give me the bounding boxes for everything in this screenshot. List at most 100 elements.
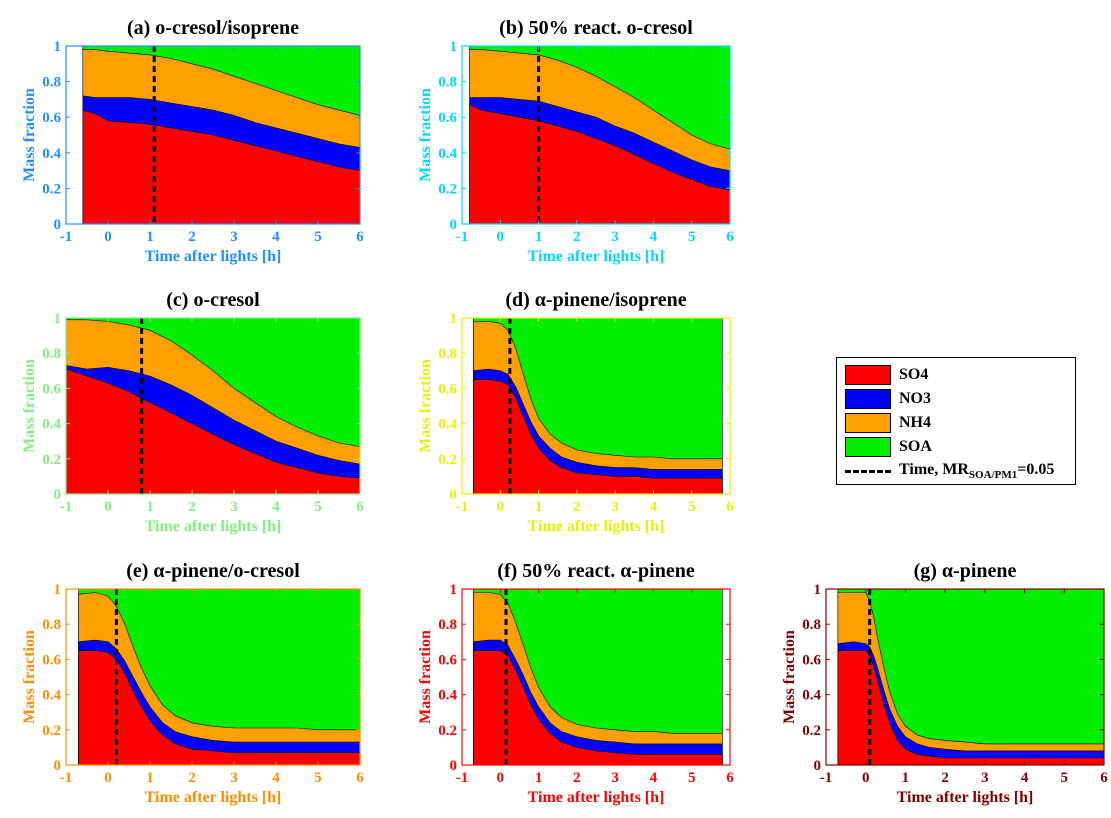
legend-label-time-marker: Time, MRSOA/PM1=0.05 <box>899 461 1054 481</box>
y-tick-label: 1 <box>54 39 62 55</box>
x-axis-label-panel-4: Time after lights [h] <box>528 518 665 535</box>
x-tick-label: 4 <box>650 499 658 515</box>
chart-title-panel-7: (g) α-pinene <box>914 560 1017 582</box>
x-axis-label-panel-6: Time after lights [h] <box>528 789 665 806</box>
panel-3: -1 0 1 2 3 4 5 600.20.40.60.81(c) o-cresolTime … <box>21 289 364 535</box>
axes-frame-panel-2 <box>461 45 731 225</box>
panel-6: -1 0 1 2 3 4 5 600.20.40.60.81(f) 50% react. α-… <box>417 560 734 806</box>
x-axis-label-panel-5: Time after lights [h] <box>145 789 282 806</box>
x-tick-label: 5 <box>314 229 322 245</box>
x-tick-label: 4 <box>650 770 658 786</box>
axes-frame-panel-1 <box>65 45 361 225</box>
x-tick-label: 3 <box>230 229 238 245</box>
y-axis-label-panel-7: Mass fraction <box>781 630 798 724</box>
legend-dash-line <box>845 469 891 473</box>
y-tick-label: 0.8 <box>438 617 457 633</box>
y-tick-label: 0.8 <box>438 346 457 362</box>
y-tick-label: 0.4 <box>438 146 457 162</box>
y-tick-label: 0.8 <box>438 75 457 91</box>
chart-title-panel-4: (d) α-pinene/isoprene <box>505 289 686 311</box>
chart-title-panel-2: (b) 50% react. o-cresol <box>499 17 693 39</box>
y-tick-label: 1 <box>814 582 822 598</box>
axes-frame-panel-4 <box>461 317 731 495</box>
legend-item-so4: SO4 <box>845 364 928 386</box>
y-tick-label: 0.2 <box>42 452 61 468</box>
area-so4-panel-3 <box>65 368 361 495</box>
x-tick-label: 1 <box>146 770 154 786</box>
x-tick-label: 3 <box>611 229 619 245</box>
x-tick-label: 6 <box>1100 770 1108 786</box>
y-tick-label: 0.6 <box>438 381 457 397</box>
y-tick-label: 0.6 <box>42 110 61 126</box>
legend-item-soa: SOA <box>845 436 932 458</box>
y-tick-label: 0.4 <box>802 688 821 704</box>
y-tick-label: 1 <box>54 582 62 598</box>
y-tick-label: 0 <box>450 217 458 233</box>
panel-5: -1 0 1 2 3 4 5 600.20.40.60.81(e) α-pinene/o-cr… <box>21 560 364 806</box>
x-axis-label-panel-2: Time after lights [h] <box>528 248 665 265</box>
x-tick-label: -1 <box>456 770 469 786</box>
y-tick-label: 0.2 <box>802 723 821 739</box>
x-tick-label: 4 <box>272 770 280 786</box>
y-axis-label-panel-3: Mass fraction <box>21 359 38 453</box>
x-tick-label: 0 <box>104 770 112 786</box>
y-tick-label: 0.8 <box>42 346 61 362</box>
y-tick-label: 0.4 <box>438 688 457 704</box>
y-tick-label: 0 <box>814 758 822 774</box>
x-tick-label: 6 <box>356 499 364 515</box>
y-tick-label: 0.6 <box>802 652 821 668</box>
y-tick-label: 0 <box>54 487 62 503</box>
x-tick-label: 3 <box>981 770 989 786</box>
y-tick-label: 0.2 <box>42 181 61 197</box>
y-tick-label: 0.6 <box>438 652 457 668</box>
x-tick-label: 2 <box>941 770 949 786</box>
legend-swatch-so4 <box>845 365 891 385</box>
x-tick-label: 2 <box>188 770 196 786</box>
y-tick-label: 0 <box>54 217 62 233</box>
y-tick-label: 1 <box>54 311 62 327</box>
x-tick-label: 0 <box>104 499 112 515</box>
x-tick-label: 5 <box>1061 770 1069 786</box>
x-tick-label: 2 <box>573 229 581 245</box>
x-tick-label: 5 <box>314 499 322 515</box>
legend-line-suffix: =0.05 <box>1017 460 1055 478</box>
legend-label-no3: NO3 <box>899 390 931 407</box>
y-axis-label-panel-4: Mass fraction <box>417 359 434 453</box>
panel-7: -1 0 1 2 3 4 5 600.20.40.60.81(g) α-pineneTime … <box>781 560 1108 806</box>
y-axis-label-panel-5: Mass fraction <box>21 630 38 724</box>
x-tick-label: 1 <box>902 770 910 786</box>
x-tick-label: 6 <box>726 770 734 786</box>
axes-frame-panel-7 <box>825 588 1105 766</box>
y-tick-label: 1 <box>450 39 458 55</box>
y-tick-label: 0 <box>450 487 458 503</box>
y-tick-label: 0.2 <box>438 723 457 739</box>
x-tick-label: 3 <box>230 499 238 515</box>
x-tick-label: 3 <box>230 770 238 786</box>
axes-frame-panel-5 <box>65 588 361 766</box>
legend: SO4 NO3 NH4 SOA Time, MRSOA/PM1=0.05 <box>836 357 1076 485</box>
legend-line-prefix: Time, MR <box>899 460 969 478</box>
y-tick-label: 0.8 <box>802 617 821 633</box>
x-tick-label: 0 <box>862 770 870 786</box>
y-tick-label: 0 <box>54 758 62 774</box>
x-tick-label: 1 <box>146 499 154 515</box>
area-so4-panel-6 <box>473 650 723 766</box>
x-tick-label: 6 <box>726 499 734 515</box>
y-axis-label-panel-6: Mass fraction <box>417 630 434 724</box>
y-tick-label: 0 <box>450 758 458 774</box>
y-tick-label: 0.6 <box>438 110 457 126</box>
x-axis-label-panel-3: Time after lights [h] <box>145 518 282 535</box>
x-tick-label: 1 <box>535 499 543 515</box>
axes-frame-panel-6 <box>461 588 731 766</box>
y-tick-label: 0.2 <box>438 181 457 197</box>
x-tick-label: -1 <box>820 770 833 786</box>
x-tick-label: 5 <box>688 229 696 245</box>
x-tick-label: 4 <box>650 229 658 245</box>
x-tick-label: 5 <box>688 499 696 515</box>
y-tick-label: 0.4 <box>438 417 457 433</box>
legend-label-soa: SOA <box>899 438 932 455</box>
y-tick-label: 0.4 <box>42 417 61 433</box>
legend-item-nh4: NH4 <box>845 412 931 434</box>
x-tick-label: 4 <box>272 499 280 515</box>
